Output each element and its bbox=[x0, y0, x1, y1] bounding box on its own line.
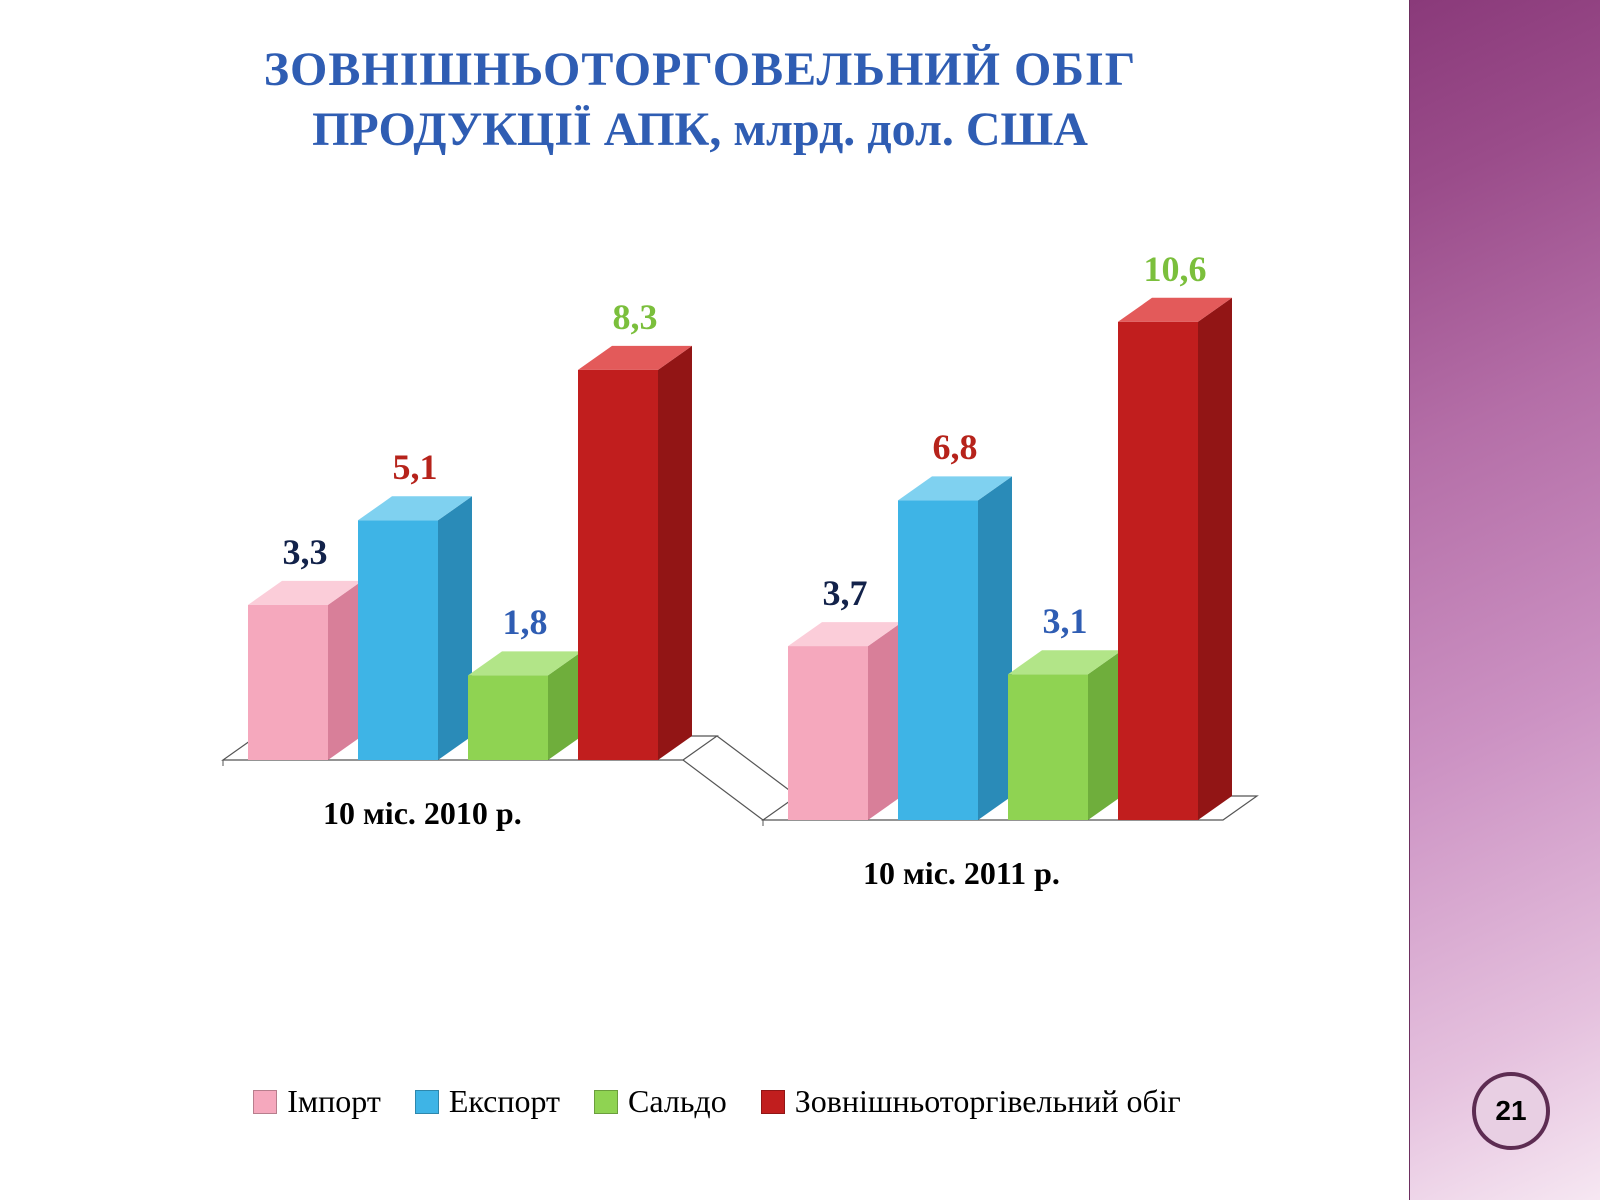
legend-label: Експорт bbox=[449, 1083, 560, 1119]
bar-side bbox=[658, 346, 692, 760]
title-line-1: ЗОВНІШНЬОТОРГОВЕЛЬНИЙ ОБІГ bbox=[0, 40, 1400, 100]
bar-value-label: 10,6 bbox=[1115, 248, 1235, 290]
bar-value-label: 5,1 bbox=[355, 446, 475, 488]
bar-front bbox=[468, 675, 548, 760]
bar-value-label: 8,3 bbox=[575, 296, 695, 338]
chart-svg bbox=[120, 240, 1320, 940]
bar-front bbox=[1008, 674, 1088, 820]
legend-swatch bbox=[415, 1090, 439, 1114]
bar-front bbox=[248, 605, 328, 760]
title-line-2: ПРОДУКЦІЇ АПК, млрд. дол. США bbox=[0, 100, 1400, 160]
category-label: 10 міс. 2010 р. bbox=[323, 795, 522, 832]
legend-swatch bbox=[594, 1090, 618, 1114]
bar-value-label: 1,8 bbox=[465, 601, 585, 643]
bar-front bbox=[788, 646, 868, 820]
bar-front bbox=[578, 370, 658, 760]
bar-front bbox=[358, 520, 438, 760]
bar-value-label: 3,3 bbox=[245, 531, 365, 573]
legend-label: Імпорт bbox=[287, 1083, 381, 1119]
bar-chart-3d: 3,3 5,1 1,8 8,3 10 міс. 2010 р. 3,7 6,8 3,1 10,6… bbox=[120, 240, 1320, 940]
bar-front bbox=[898, 500, 978, 820]
bar-side bbox=[868, 622, 902, 820]
bar-side bbox=[1088, 650, 1122, 820]
bar-value-label: 3,7 bbox=[785, 572, 905, 614]
bar-value-label: 6,8 bbox=[895, 426, 1015, 468]
legend-swatch bbox=[761, 1090, 785, 1114]
slide-title: ЗОВНІШНЬОТОРГОВЕЛЬНИЙ ОБІГ ПРОДУКЦІЇ АПК… bbox=[0, 40, 1400, 160]
legend-label: Сальдо bbox=[628, 1083, 727, 1119]
slide: 21 ЗОВНІШНЬОТОРГОВЕЛЬНИЙ ОБІГ ПРОДУКЦІЇ … bbox=[0, 0, 1600, 1200]
bar-side bbox=[1198, 298, 1232, 820]
legend-label: Зовнішньоторгівельний обіг bbox=[795, 1083, 1181, 1119]
page-number-badge: 21 bbox=[1472, 1072, 1550, 1150]
bar-value-label: 3,1 bbox=[1005, 600, 1125, 642]
bar-front bbox=[1118, 322, 1198, 820]
bar-side bbox=[978, 476, 1012, 820]
page-number: 21 bbox=[1495, 1095, 1526, 1127]
category-label: 10 міс. 2011 р. bbox=[863, 855, 1060, 892]
right-accent-stripe bbox=[1409, 0, 1600, 1200]
chart-legend: Імпорт Експорт Сальдо Зовнішньоторгівельний… bbox=[0, 1083, 1400, 1120]
bar-side bbox=[328, 581, 362, 760]
legend-swatch bbox=[253, 1090, 277, 1114]
